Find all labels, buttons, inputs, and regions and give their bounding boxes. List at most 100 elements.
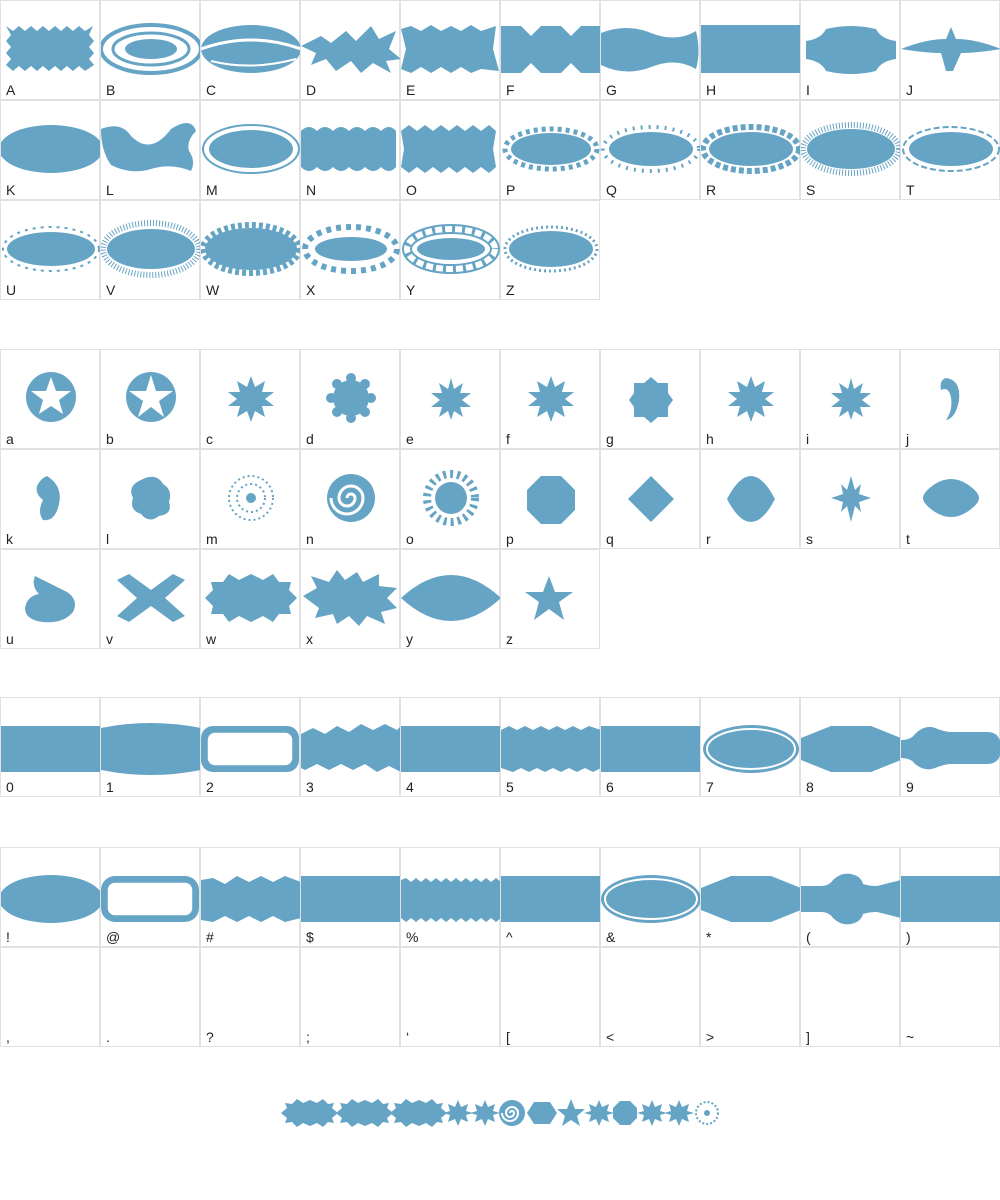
- glyph-label: U: [6, 282, 17, 298]
- glyph-label: m: [206, 531, 218, 547]
- glyph-cell-S: S: [800, 100, 901, 200]
- glyph-F-shape: [501, 26, 601, 73]
- glyph-label: 7: [706, 779, 714, 795]
- glyph-label: i: [806, 431, 810, 447]
- sample-spiral-inner: [501, 1106, 520, 1122]
- glyph-cell-B: B: [100, 0, 201, 100]
- glyph-percent-shape: [401, 878, 501, 922]
- glyph-H-shape: [701, 25, 801, 73]
- glyph-o-shape: [423, 470, 479, 526]
- glyph-label: j: [906, 431, 910, 447]
- glyph-label: G: [606, 82, 617, 98]
- glyph-label: ^: [506, 929, 513, 945]
- glyph-cell-lbracket: [: [500, 947, 600, 1047]
- sample-wide-burst-3: [390, 1099, 447, 1127]
- sample-wide-burst-1: [281, 1099, 338, 1127]
- glyph-cell-9: 9: [900, 697, 1000, 797]
- symbols-section: ! @ # $ % ^ & * ( ) , . ? ; ‘ [ < > ] ~: [0, 847, 1000, 1047]
- glyph-cell-g: g: [600, 349, 700, 449]
- glyph-cell-R: R: [700, 100, 801, 200]
- glyph-label: M: [206, 182, 218, 198]
- glyph-E-shape: [401, 25, 499, 73]
- glyph-cell-rparen: ): [900, 847, 1000, 947]
- glyph-W-shape: [201, 222, 301, 276]
- glyph-t-shape: [923, 479, 979, 517]
- glyph-label: 9: [906, 779, 914, 795]
- glyph-cell-j: j: [900, 349, 1000, 449]
- glyph-cell-question: ?: [200, 947, 300, 1047]
- sample-wide-burst-2: [336, 1099, 393, 1127]
- sample-burst-3: [584, 1100, 614, 1126]
- glyph-cell-F: F: [500, 0, 601, 100]
- glyph-cell-d: d: [300, 349, 400, 449]
- glyph-cell-m: m: [200, 449, 300, 549]
- glyph-4-shape: [401, 726, 501, 772]
- glyph-g-shape: [629, 377, 673, 423]
- glyph-label: h: [706, 431, 714, 447]
- glyph-D-shape: [301, 26, 401, 73]
- glyph-at-shape: [101, 876, 199, 922]
- glyph-cell-J: J: [900, 0, 1000, 100]
- glyph-M-shape: [202, 124, 300, 174]
- glyph-label: V: [106, 282, 116, 298]
- glyph-r-shape: [727, 476, 775, 522]
- glyph-label: 1: [106, 779, 114, 795]
- glyph-3-shape: [301, 724, 401, 772]
- glyph-label: ]: [806, 1029, 810, 1045]
- glyph-cell-t: t: [900, 449, 1000, 549]
- glyph-L-shape: [101, 122, 196, 172]
- glyph-0-shape: [1, 726, 101, 772]
- glyph-x-shape: [303, 570, 397, 626]
- sample-burst-4: [637, 1100, 667, 1126]
- sample-burst-5: [664, 1100, 694, 1126]
- glyph-label: H: [706, 82, 717, 98]
- glyph-label: z: [506, 631, 513, 647]
- glyph-cell-greater: >: [700, 947, 800, 1047]
- glyph-label: %: [406, 929, 419, 945]
- glyph-label: (: [806, 929, 811, 945]
- glyph-star-shape: [701, 876, 801, 922]
- glyph-rparen-shape: [901, 876, 1000, 922]
- sample-swirl-center: [704, 1110, 710, 1116]
- glyph-label: K: [6, 182, 16, 198]
- glyph-cell-H: H: [700, 0, 801, 100]
- glyph-cell-p: p: [500, 449, 600, 549]
- glyph-label: @: [106, 929, 121, 945]
- digits-section: 0 1 2 3 4 5 6 7 8 9: [0, 697, 1000, 797]
- glyph-7-shape: [703, 725, 799, 773]
- glyph-label: E: [406, 82, 416, 98]
- glyph-label: &: [606, 929, 616, 945]
- glyph-label: Z: [506, 282, 515, 298]
- glyph-label: L: [106, 182, 114, 198]
- glyph-1-shape: [101, 723, 201, 775]
- glyph-cell-Y: Y: [400, 200, 500, 300]
- glyph-label: ?: [206, 1029, 214, 1045]
- glyph-cell-1: 1: [100, 697, 201, 797]
- glyph-lparen-shape: [801, 873, 901, 925]
- glyph-A-shape: [6, 26, 94, 71]
- glyph-cell-y: y: [400, 549, 501, 649]
- glyph-label: g: [606, 431, 614, 447]
- glyph-cell-4: 4: [400, 697, 501, 797]
- glyph-K-shape: [1, 125, 101, 173]
- sample-swirl: [695, 1101, 719, 1125]
- glyph-cell-q: q: [600, 449, 700, 549]
- glyph-cell-e: e: [400, 349, 500, 449]
- glyph-R-shape: [701, 124, 801, 174]
- glyph-cell-T: T: [900, 100, 1000, 200]
- glyph-exclam-shape: [1, 875, 101, 923]
- glyph-N-shape: [301, 127, 396, 171]
- glyph-O-shape: [401, 125, 496, 173]
- glyph-label: Y: [406, 282, 416, 298]
- glyph-cell-f: f: [500, 349, 600, 449]
- glyph-6-shape: [601, 726, 701, 772]
- glyph-n-shape: [327, 474, 375, 522]
- glyph-cell-0: 0: [0, 697, 101, 797]
- glyph-cell-v: v: [100, 549, 200, 649]
- glyph-e-shape: [431, 378, 471, 420]
- glyph-label: $: [306, 929, 314, 945]
- glyph-cell-C: C: [200, 0, 301, 100]
- glyph-cell-O: O: [400, 100, 500, 200]
- glyph-9-shape: [901, 726, 1000, 770]
- glyph-cell-x: x: [300, 549, 400, 649]
